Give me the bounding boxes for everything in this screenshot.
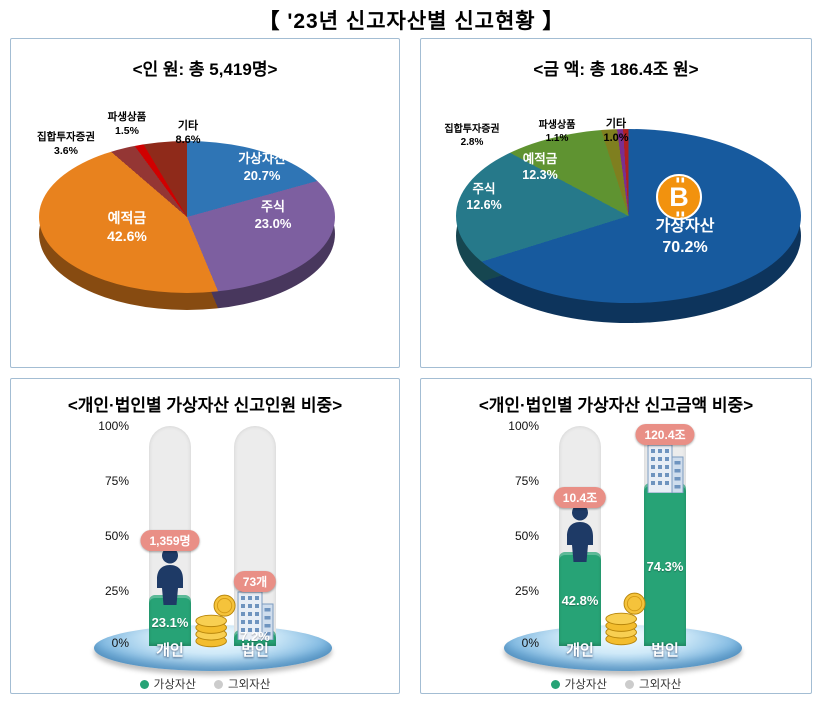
slice-pct: 1.0% [603, 132, 629, 145]
slice-label-stocks: 주식 12.6% [447, 181, 521, 214]
slice-label-derivatives: 파생상품 1.1% [525, 119, 589, 145]
slice-label-stocks: 주식 23.0% [233, 199, 313, 233]
value-badge: 120.4조 [635, 424, 695, 445]
legend-item-other: 그외자산 [625, 676, 681, 692]
bar-percent-label: 42.8% [561, 593, 599, 608]
slice-label-deposits: 예적금 42.6% [81, 209, 173, 245]
slice-name: 예적금 [107, 210, 147, 226]
bar-group-individual: 1,359명 23.1% [140, 426, 200, 646]
value-badge: 1,359명 [140, 530, 200, 551]
slice-pct: 1.1% [545, 133, 569, 144]
category-label-individual: 개인 [156, 642, 184, 659]
amount-bar-title: <개인·법인별 가상자산 신고금액 비중> [478, 396, 754, 415]
slice-label-virtual-asset: 가상자산 20.7% [216, 151, 308, 185]
coins-icon [195, 594, 236, 648]
persons-pie-chart [39, 141, 335, 293]
persons-bar-title: <개인·법인별 가상자산 신고인원 비중> [67, 396, 343, 415]
coins-icon [605, 592, 646, 646]
person-icon [567, 504, 593, 562]
legend-label: 가상자산 [153, 679, 196, 691]
legend-item-virtual: 가상자산 [550, 676, 607, 692]
y-tick: 100% [508, 419, 539, 433]
slice-pct: 2.8% [460, 137, 484, 148]
building-icon [237, 591, 274, 640]
slice-label-deposits: 예적금 12.3% [503, 151, 577, 184]
y-tick: 50% [514, 529, 539, 543]
panel-amount-pie: <금 액: 총 186.4조 원> B 가상자산 70.2% 주식 12.6% … [420, 38, 812, 368]
slice-pct: 12.3% [522, 168, 558, 183]
legend-item-other: 그외자산 [214, 676, 270, 692]
slice-label-funds: 집합투자증권 2.8% [429, 123, 515, 149]
persons-pie-title: <인 원: 총 5,419명> [132, 60, 278, 79]
slice-name: 가상자산 [238, 151, 286, 166]
legend-label: 그외자산 [228, 679, 271, 691]
amount-pie-title: <금 액: 총 186.4조 원> [533, 60, 699, 79]
slice-pct: 20.7% [243, 167, 281, 183]
slice-name: 집합투자증권 [444, 124, 500, 135]
slice-label-other: 기타 1.0% [591, 117, 641, 146]
legend-dot-virtual [550, 679, 560, 689]
slice-name: 주식 [261, 199, 285, 214]
slice-name: 예적금 [522, 152, 558, 166]
slice-label-other: 기타 8.6% [161, 119, 215, 148]
slice-label-virtual-asset: 가상자산 70.2% [629, 217, 741, 259]
page-title: 【 '23년 신고자산별 신고현황 】 [258, 10, 565, 33]
y-tick: 75% [104, 474, 129, 488]
virtual-asset-bar [559, 552, 601, 646]
legend-label: 그외자산 [639, 679, 682, 691]
bar-percent-label: 23.1% [151, 614, 189, 630]
legend-label: 가상자산 [564, 679, 607, 691]
legend: 가상자산 그외자산 [11, 676, 399, 692]
y-tick: 0% [521, 636, 539, 650]
legend-dot-virtual [139, 679, 149, 689]
slice-pct: 12.6% [466, 198, 502, 213]
slice-pct: 70.2% [662, 238, 708, 256]
svg-text:B: B [669, 182, 689, 212]
y-tick: 100% [98, 419, 129, 433]
amount-pie-chart [456, 129, 801, 303]
bar-percent-label: 7.2% [240, 629, 270, 644]
category-label-corporate: 법인 [651, 642, 679, 659]
person-icon [157, 547, 183, 605]
category-label-individual: 개인 [566, 642, 594, 659]
y-tick: 50% [104, 529, 129, 543]
legend-dot-other [214, 679, 223, 689]
slice-name: 파생상품 [107, 111, 147, 123]
slice-name: 집합투자증권 [37, 131, 95, 143]
slice-name: 주식 [472, 182, 496, 196]
value-badge: 73개 [233, 571, 277, 592]
slice-pct: 23.0% [254, 215, 292, 231]
panel-persons-bar: <개인·법인별 가상자산 신고인원 비중> 100% 75% 50% 25% 0… [10, 378, 400, 694]
bar-group-corporate: 120.4조 74.3% [635, 424, 695, 646]
slice-pct: 3.6% [54, 144, 78, 157]
virtual-asset-bar [644, 483, 686, 646]
y-tick: 25% [514, 584, 539, 598]
legend-item-virtual: 가상자산 [139, 676, 196, 692]
value-badge: 10.4조 [553, 487, 607, 508]
slice-pct: 8.6% [175, 134, 201, 147]
slice-name: 기타 [605, 118, 627, 130]
bar-percent-label: 74.3% [646, 558, 684, 574]
y-tick: 75% [514, 474, 539, 488]
slice-name: 기타 [177, 120, 199, 132]
category-label-corporate: 법인 [241, 642, 269, 659]
bitcoin-icon: B [656, 174, 702, 220]
legend-dot-other [625, 679, 634, 689]
slice-label-derivatives: 파생상품 1.5% [95, 111, 159, 138]
panel-persons-pie: <인 원: 총 5,419명> 가상자산 20.7% 주식 23.0% 예적금 … [10, 38, 400, 368]
slice-pct: 42.6% [107, 228, 147, 245]
building-icon [647, 444, 684, 493]
legend: 가상자산 그외자산 [421, 676, 811, 692]
y-tick: 25% [104, 584, 129, 598]
slice-name: 파생상품 [538, 120, 576, 131]
panel-amount-bar: <개인·법인별 가상자산 신고금액 비중> 100% 75% 50% 25% 0… [420, 378, 812, 694]
slice-pct: 1.5% [115, 124, 139, 137]
slice-name: 가상자산 [655, 218, 715, 235]
bar-group-corporate: 73개 7.2% [233, 426, 277, 646]
bar-group-individual: 10.4조 42.8% [553, 426, 607, 646]
y-tick: 0% [111, 636, 129, 650]
slice-label-funds: 집합투자증권 3.6% [23, 131, 109, 158]
